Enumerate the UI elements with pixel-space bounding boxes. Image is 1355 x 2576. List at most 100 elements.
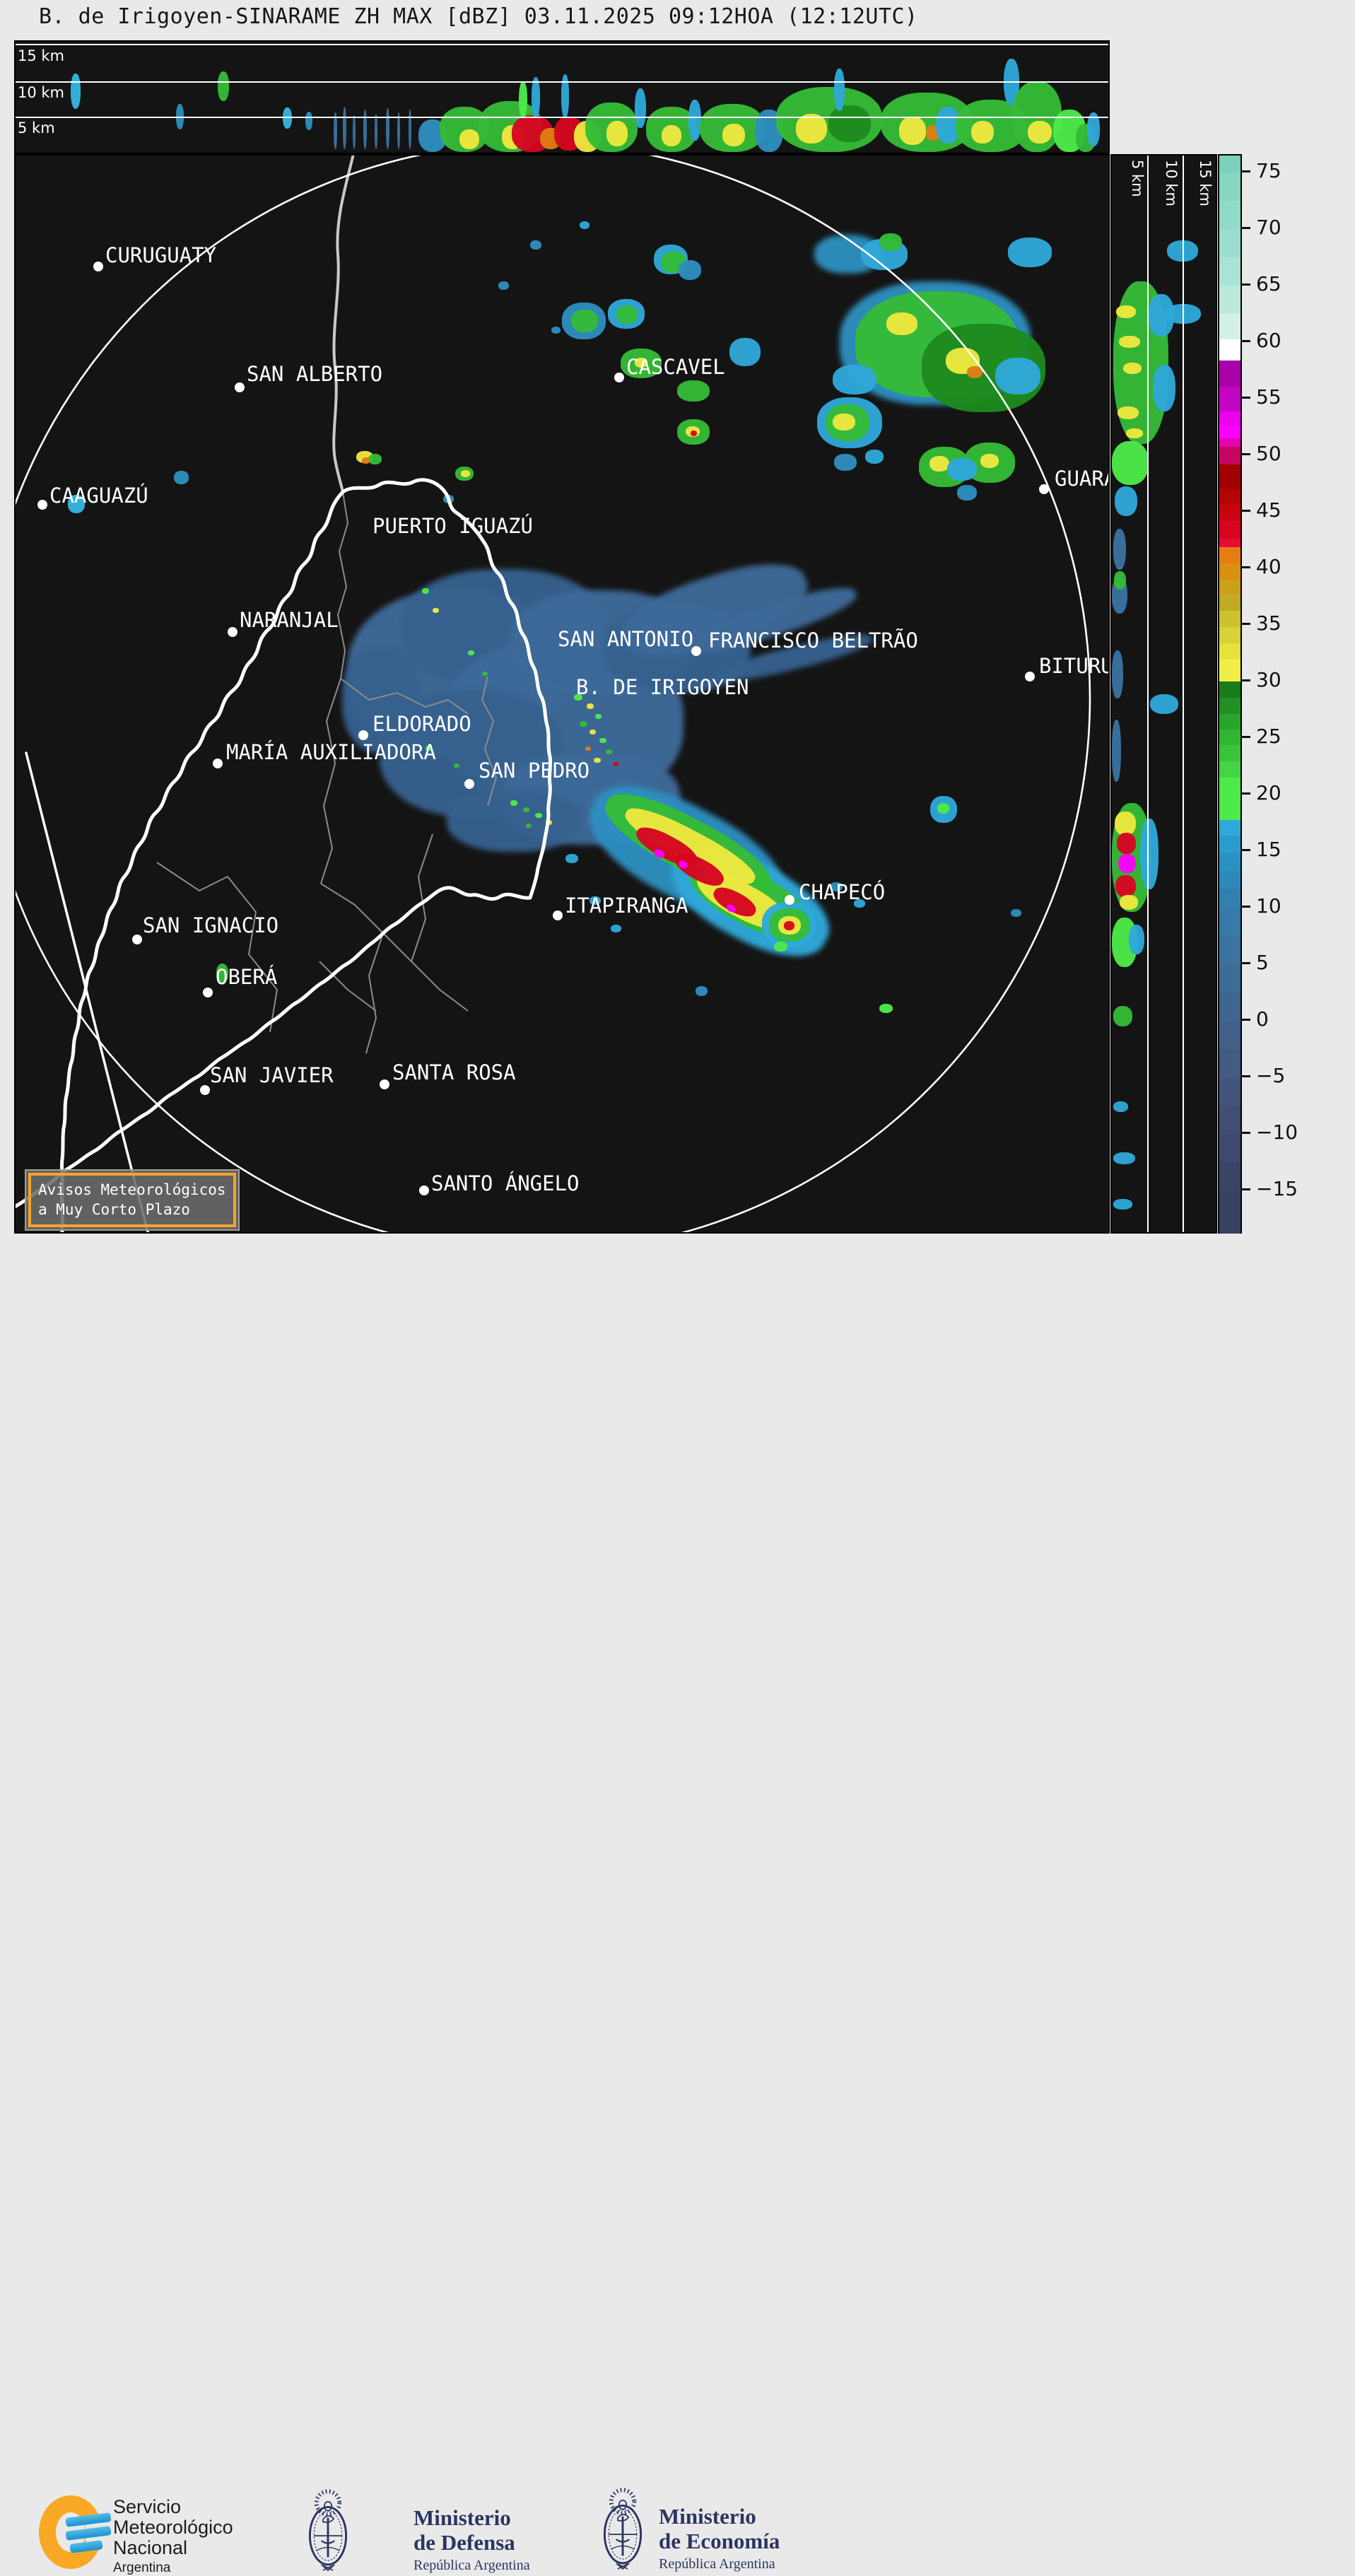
city-dot xyxy=(203,988,213,997)
colorbar-band xyxy=(1219,1162,1240,1190)
colorbar-tick-label: 50 xyxy=(1256,442,1281,465)
international-border xyxy=(16,478,553,1232)
city-dot xyxy=(691,646,701,656)
echo-blob xyxy=(589,896,601,905)
colorbar-band xyxy=(1219,229,1240,257)
colorbar-tick xyxy=(1240,340,1250,342)
echo-blob xyxy=(571,310,598,332)
echo-blob xyxy=(613,762,618,766)
city-label: OBERÁ xyxy=(216,965,278,989)
colorbar-band xyxy=(1219,1077,1240,1106)
echo-blob xyxy=(498,281,509,290)
echo-blob xyxy=(729,338,761,366)
colorbar-band xyxy=(1219,836,1240,853)
echo-blob xyxy=(1113,1152,1135,1164)
echo-blob xyxy=(688,100,701,141)
ministerio-defensa-wordmark: Ministerio de Defensa República Argentin… xyxy=(413,2505,530,2574)
echo-blob xyxy=(523,807,529,812)
colorbar-tick-label: 10 xyxy=(1256,894,1281,918)
colorbar-tick xyxy=(1240,623,1250,625)
echo-blob xyxy=(1119,336,1140,348)
echo-blob xyxy=(580,221,589,229)
colorbar-band xyxy=(1219,778,1240,820)
city-dot xyxy=(785,895,794,905)
province-borders xyxy=(156,491,498,1054)
echo-blob xyxy=(510,800,517,806)
city-dot xyxy=(132,935,142,944)
colorbar-tick-label: 60 xyxy=(1256,329,1281,352)
city-dot xyxy=(228,627,237,637)
echo-blob xyxy=(1113,1199,1132,1210)
echo-blob xyxy=(1126,428,1143,438)
echo-blob xyxy=(971,121,994,144)
argentina-coat-of-arms-icon xyxy=(603,2488,643,2570)
echo-blob xyxy=(833,365,876,394)
dbz-colorbar xyxy=(1218,154,1242,1235)
colorbar-band xyxy=(1219,580,1240,595)
echo-blob xyxy=(334,112,337,149)
colorbar-band xyxy=(1219,611,1240,627)
echo-blob xyxy=(599,738,606,743)
city-dot xyxy=(614,373,624,382)
map-overlay-svg xyxy=(16,156,1091,1232)
echo-blob xyxy=(386,108,389,149)
echo-blob xyxy=(957,485,977,500)
colorbar-band xyxy=(1219,595,1240,611)
city-label: ITAPIRANGA xyxy=(565,894,688,918)
echo-blob xyxy=(363,110,367,149)
colorbar-band xyxy=(1219,1134,1240,1162)
city-label: SAN ALBERTO xyxy=(247,362,383,386)
echo-blob xyxy=(482,672,488,676)
echo-blob xyxy=(561,74,569,118)
colorbar-band xyxy=(1219,521,1240,539)
echo-blob xyxy=(854,899,865,908)
colorbar-band xyxy=(1219,361,1240,387)
city-dot xyxy=(464,779,474,789)
echo-blob xyxy=(774,942,787,952)
colorbar-band xyxy=(1219,730,1240,745)
city-dot xyxy=(200,1085,210,1095)
city-label: SAN JAVIER xyxy=(210,1063,334,1087)
echo-blob xyxy=(530,240,541,250)
gridline-10km xyxy=(16,81,1108,83)
echo-blob xyxy=(834,454,857,471)
colorbar-band xyxy=(1219,505,1240,521)
city-dot xyxy=(235,382,245,392)
colorbar-band xyxy=(1219,936,1240,964)
river-parana-upper xyxy=(332,156,355,493)
colorbar-band xyxy=(1219,411,1240,426)
footer: Servicio Meteorológico Nacional Argentin… xyxy=(0,1234,1355,2575)
echo-blob xyxy=(1115,875,1136,897)
colorbar-band xyxy=(1219,201,1240,229)
echo-blob xyxy=(833,414,855,431)
warning-box[interactable]: Avisos Meteorológicos a Muy Corto Plazo xyxy=(25,1169,240,1231)
colorbar-band xyxy=(1219,1021,1240,1049)
echo-blob xyxy=(696,986,708,996)
echo-blob xyxy=(589,730,596,734)
colorbar-tick-label: 40 xyxy=(1256,555,1281,578)
colorbar-tick-label: 55 xyxy=(1256,385,1281,409)
echo-blob xyxy=(447,788,581,852)
echo-blob xyxy=(342,647,420,753)
colorbar-band xyxy=(1219,489,1240,505)
echo-blob xyxy=(616,305,638,324)
echo-blob xyxy=(1115,486,1137,516)
echo-blob xyxy=(679,260,701,280)
colorbar-tick-label: 75 xyxy=(1256,159,1281,182)
echo-blob xyxy=(947,458,977,481)
colorbar-tick-label: 65 xyxy=(1256,272,1281,295)
colorbar-band xyxy=(1219,643,1240,659)
echo-blob xyxy=(611,925,621,932)
echo-blob xyxy=(1129,925,1144,954)
echo-blob xyxy=(929,456,949,472)
colorbar-tick xyxy=(1240,453,1250,455)
echo-blob xyxy=(1140,819,1159,889)
defensa-line-2: de Defensa xyxy=(413,2529,515,2555)
colorbar-tick-label: −10 xyxy=(1256,1120,1298,1144)
echo-blob xyxy=(397,112,400,149)
echo-blob xyxy=(433,608,439,613)
defensa-line-1: Ministerio xyxy=(413,2505,511,2530)
colorbar-band xyxy=(1219,257,1240,286)
colorbar-tick xyxy=(1240,1132,1250,1134)
smn-line-4: Argentina xyxy=(113,2560,171,2576)
